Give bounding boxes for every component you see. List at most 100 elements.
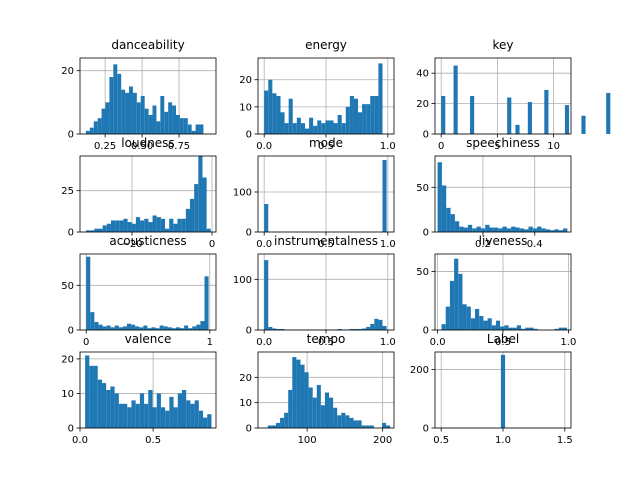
histogram-bar	[106, 223, 111, 232]
histogram-bar	[358, 328, 363, 330]
y-tick-label: 0	[423, 130, 429, 141]
histogram-bar	[441, 96, 446, 134]
histogram-bar	[135, 217, 141, 232]
histogram-bar	[365, 425, 370, 428]
histogram-bar	[524, 229, 529, 232]
x-tick-label: 0.0	[72, 435, 88, 446]
x-tick-label: 0.5	[495, 337, 511, 348]
histogram-bar	[370, 96, 375, 134]
histogram-bar	[544, 89, 549, 134]
histogram-bar	[156, 217, 161, 232]
histogram-bar	[267, 425, 272, 428]
histogram-bar	[148, 115, 153, 134]
histogram-bar	[606, 92, 611, 134]
histogram-bar	[101, 383, 107, 428]
x-tick-label: 0.5	[318, 239, 334, 250]
histogram-bar	[180, 328, 185, 330]
histogram-bar	[341, 123, 346, 134]
histogram-bar	[268, 326, 273, 330]
histogram-bar	[500, 354, 506, 428]
histogram-bar	[487, 318, 492, 330]
histogram-bar	[86, 256, 91, 330]
subplot-acousticness: 0 1 0 50 acousticness	[61, 234, 217, 348]
histogram-bar	[90, 312, 95, 330]
histogram-bar	[136, 102, 141, 134]
histogram-bar	[525, 327, 530, 330]
x-tick-label: 0.25	[94, 141, 116, 152]
y-tick-label: 20	[239, 373, 252, 384]
histogram-bar	[453, 65, 458, 134]
y-tick-label: 0	[246, 326, 252, 337]
histogram-bar	[321, 123, 326, 134]
histogram-bar	[207, 414, 212, 428]
histogram-bar	[459, 226, 464, 232]
histogram-bar	[89, 127, 94, 134]
histogram-bar	[445, 306, 450, 330]
subplot-title: acousticness	[109, 234, 186, 248]
histogram-bar	[329, 120, 334, 134]
histogram-bar	[288, 98, 293, 134]
histogram-bar	[106, 325, 111, 330]
histogram-bar	[204, 276, 209, 330]
histogram-bar	[329, 397, 334, 428]
histogram-bar	[97, 118, 102, 134]
y-tick-label: 40	[416, 69, 429, 80]
x-tick-label: 0	[438, 141, 444, 152]
histogram-bar	[129, 86, 133, 134]
histogram-bar	[86, 230, 91, 232]
subplot-label: 0.5 1.0 1.5 0 200 Label	[410, 332, 573, 446]
y-tick-label: 0	[68, 424, 74, 435]
histogram-bar	[491, 325, 496, 330]
axes-frame	[434, 155, 572, 233]
histogram-bar	[382, 325, 387, 330]
histogram-bar	[470, 318, 476, 330]
x-tick-label: 1.0	[380, 337, 396, 348]
histogram-bar	[196, 324, 201, 330]
histogram-bar	[454, 258, 459, 330]
histogram-bar	[563, 228, 568, 232]
histogram-bar	[106, 390, 111, 428]
histogram-bar	[94, 321, 99, 330]
histogram-bar	[131, 324, 136, 330]
histogram-bar	[441, 185, 447, 232]
axes-frame	[434, 57, 572, 135]
histogram-bar	[296, 117, 301, 134]
histogram-bar	[93, 365, 98, 428]
subplot-tempo: 100 200 0 10 20 tempo	[239, 332, 395, 446]
y-tick-label: 100	[233, 275, 252, 286]
histogram-bar	[378, 319, 383, 330]
histogram-bar	[515, 124, 520, 134]
histogram-bar	[90, 230, 95, 232]
x-tick-label: 0.75	[168, 141, 190, 152]
histogram-bar	[366, 104, 371, 134]
histogram-bar	[168, 102, 173, 134]
histogram-bar	[475, 308, 480, 330]
histogram-bar	[550, 230, 555, 232]
histogram-bar	[202, 177, 207, 232]
histogram-bar	[179, 118, 184, 134]
histogram-bar	[515, 227, 520, 232]
histogram-bar	[292, 357, 297, 428]
histogram-bar	[155, 328, 160, 330]
histogram-bar	[292, 123, 297, 134]
histogram-bar	[113, 64, 118, 134]
histogram-bar	[280, 328, 285, 330]
histogram-bar	[353, 328, 359, 330]
histogram-bar	[98, 324, 103, 330]
histogram-bar	[188, 328, 193, 330]
histogram-bar	[110, 386, 115, 428]
y-tick-label: 0	[68, 326, 74, 337]
histogram-bar	[511, 226, 516, 232]
histogram-bar	[165, 228, 170, 232]
histogram-bar	[198, 156, 203, 232]
histogram-bar	[264, 260, 269, 330]
histogram-bar	[316, 384, 321, 428]
histogram-bar	[466, 306, 471, 330]
histogram-bar	[203, 417, 208, 428]
histogram-bar	[101, 108, 106, 134]
histogram-bar	[284, 123, 289, 134]
subplot-title: key	[492, 38, 513, 52]
histogram-bar	[337, 415, 342, 428]
subplot-title: speechiness	[466, 136, 540, 150]
